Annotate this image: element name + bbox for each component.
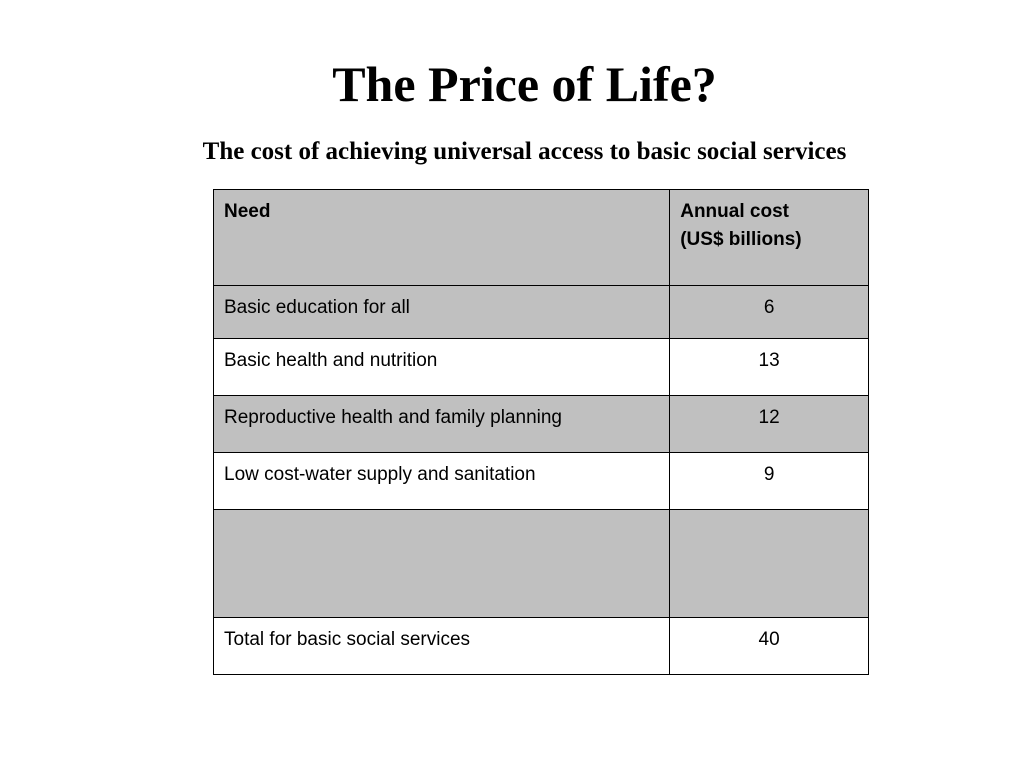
- header-need: Need: [212, 189, 671, 286]
- table-row: Basic education for all 6: [212, 285, 869, 339]
- need-cell: Basic education for all: [212, 285, 671, 339]
- need-cell: Basic health and nutrition: [212, 338, 671, 396]
- table-row: Basic health and nutrition 13: [212, 338, 869, 396]
- cost-cell: 6: [669, 285, 869, 339]
- table-header-row: Need Annual cost (US$ billions): [212, 189, 869, 286]
- cost-cell: 9: [669, 452, 869, 510]
- need-cell: Reproductive health and family planning: [212, 395, 671, 453]
- cost-cell: 13: [669, 338, 869, 396]
- cost-table: Need Annual cost (US$ billions) Basic ed…: [212, 189, 869, 675]
- table-total-row: Total for basic social services 40: [212, 617, 869, 675]
- cost-cell: [669, 509, 869, 618]
- need-cell: Low cost-water supply and sanitation: [212, 452, 671, 510]
- header-cost-line1: Annual cost: [680, 201, 789, 222]
- cost-cell: 12: [669, 395, 869, 453]
- blank-table-row: [212, 509, 869, 618]
- header-need-label: Need: [224, 201, 271, 222]
- table-row: Low cost-water supply and sanitation 9: [212, 452, 869, 510]
- header-annual-cost: Annual cost (US$ billions): [669, 189, 869, 286]
- header-cost-line2: (US$ billions): [680, 229, 802, 250]
- need-cell: [212, 509, 671, 618]
- total-cost-cell: 40: [669, 617, 869, 675]
- total-label-cell: Total for basic social services: [212, 617, 671, 675]
- slide-subtitle: The cost of achieving universal access t…: [202, 138, 847, 165]
- slide-title: The Price of Life?: [332, 56, 717, 112]
- table-row: Reproductive health and family planning …: [212, 395, 869, 453]
